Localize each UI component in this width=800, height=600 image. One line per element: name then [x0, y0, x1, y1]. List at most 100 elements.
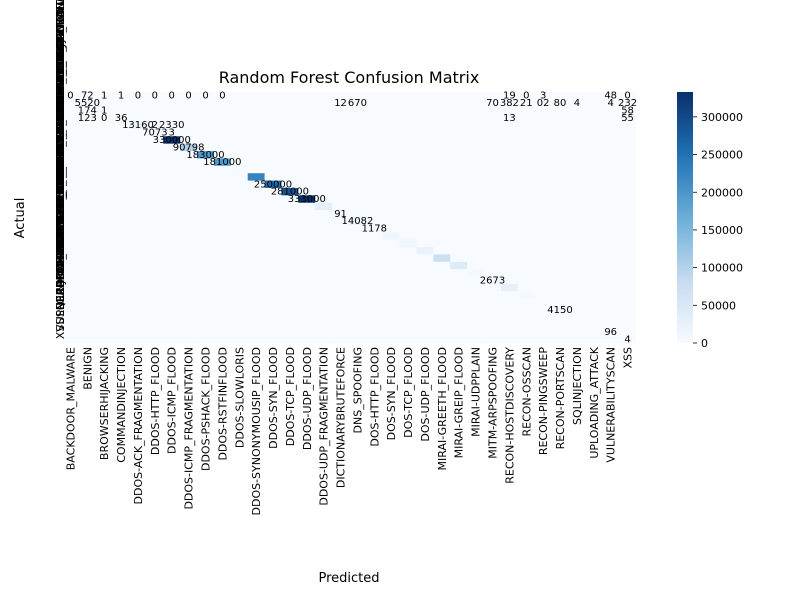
- heatmap-cell: [129, 106, 147, 115]
- heatmap-cell: [78, 180, 97, 189]
- heatmap-cell: [382, 335, 400, 344]
- heatmap-cell: [298, 313, 316, 322]
- heatmap-cell: [298, 158, 316, 167]
- heatmap-cell: [197, 313, 215, 322]
- heatmap-cell: [163, 224, 181, 233]
- heatmap-cell: [129, 121, 147, 130]
- y-tick-label: COMMANDINJECTION: [54, 2, 67, 118]
- heatmap-cell: [450, 291, 468, 299]
- heatmap-cell: [551, 187, 569, 196]
- heatmap-cell: [180, 335, 198, 344]
- heatmap-cell: [62, 291, 80, 299]
- heatmap-cell: [264, 202, 282, 211]
- x-tick-label: DDOS-SYN_FLOOD: [267, 347, 280, 449]
- heatmap-cell: [484, 114, 502, 122]
- heatmap-cell: [78, 298, 97, 307]
- heatmap-cell: [332, 195, 350, 204]
- heatmap-cell: [551, 224, 569, 233]
- heatmap-cell: [467, 328, 485, 336]
- heatmap-cell: [619, 151, 637, 159]
- heatmap-cell: [298, 128, 316, 137]
- heatmap-cell: [281, 106, 299, 115]
- heatmap-cell: [534, 128, 552, 137]
- heatmap-cell: [484, 335, 502, 344]
- heatmap-cell: [213, 136, 232, 144]
- heatmap-cell: [95, 276, 113, 285]
- heatmap-cell: [585, 143, 603, 152]
- heatmap-cell: [247, 276, 265, 285]
- y-tick-label: DOS-HTTP_FLOOD: [54, 129, 67, 229]
- heatmap-cell: [349, 99, 367, 108]
- heatmap-cell: [230, 195, 248, 204]
- heatmap-cell: [365, 210, 384, 218]
- heatmap-cell: [433, 261, 451, 270]
- heatmap-cell: [332, 320, 350, 329]
- y-tick-label: DNS_SPOOFING: [54, 135, 67, 221]
- heatmap-cell: [416, 247, 434, 255]
- heatmap-cell: [247, 165, 265, 174]
- heatmap-cell: [315, 165, 333, 174]
- heatmap-cell: [315, 217, 333, 226]
- cell-annotation: 0: [219, 91, 225, 102]
- heatmap-cell: [197, 261, 215, 270]
- heatmap-cell: [78, 106, 97, 115]
- heatmap-cell: [112, 276, 130, 285]
- heatmap-cell: [500, 143, 519, 152]
- heatmap-cell: [602, 217, 620, 226]
- heatmap-cell: [365, 180, 384, 189]
- heatmap-cell: [534, 165, 552, 174]
- heatmap-cell: [281, 92, 299, 100]
- heatmap-cell: [230, 187, 248, 196]
- y-tick-label: VULNERABILITYSCAN: [54, 216, 67, 332]
- heatmap-cell: [230, 151, 248, 159]
- heatmap-cell: [500, 313, 519, 322]
- heatmap-cell: [78, 92, 97, 100]
- heatmap-cell: [315, 128, 333, 137]
- heatmap-cell: [281, 210, 299, 218]
- heatmap-cell: [197, 165, 215, 174]
- heatmap-cell: [78, 128, 97, 137]
- heatmap-cell: [467, 180, 485, 189]
- heatmap-cell: [416, 187, 434, 196]
- heatmap-cell: [602, 210, 620, 218]
- heatmap-cell: [484, 291, 502, 299]
- heatmap-cell: [450, 195, 468, 204]
- heatmap-cell: [484, 173, 502, 181]
- heatmap-cell: [247, 298, 265, 307]
- heatmap-cell: [365, 92, 384, 100]
- heatmap-cell: [450, 269, 468, 277]
- heatmap-cell: [129, 173, 147, 181]
- heatmap-cell: [197, 114, 215, 122]
- heatmap-cell: [298, 269, 316, 277]
- heatmap-cell: [163, 136, 181, 144]
- heatmap-cell: [349, 195, 367, 204]
- heatmap-cell: [365, 202, 384, 211]
- heatmap-cell: [298, 247, 316, 255]
- heatmap-cell: [180, 210, 198, 218]
- heatmap-cell: [332, 99, 350, 108]
- heatmap-cell: [602, 276, 620, 285]
- x-tick-label: MIRAI-GREIP_FLOOD: [453, 347, 466, 458]
- heatmap-cell: [281, 247, 299, 255]
- heatmap-cell: [298, 210, 316, 218]
- heatmap-cell: [112, 335, 130, 344]
- heatmap-cell: [534, 143, 552, 152]
- heatmap-cell: [382, 106, 400, 115]
- heatmap-cell: [585, 173, 603, 181]
- heatmap-cell: [484, 121, 502, 130]
- heatmap-cell: [95, 335, 113, 344]
- heatmap-cell: [180, 92, 198, 100]
- heatmap-cell: [213, 232, 232, 240]
- y-tick-label: MIRAI-GREIP_FLOOD: [54, 154, 67, 265]
- heatmap-cell: [247, 239, 265, 248]
- y-tick-label: DDOS-RSTFINFLOOD: [54, 49, 67, 163]
- heatmap-cell: [517, 210, 535, 218]
- heatmap-cell: [247, 328, 265, 336]
- heatmap-cell: [349, 313, 367, 322]
- heatmap-cell: [315, 114, 333, 122]
- heatmap-cell: [416, 283, 434, 292]
- heatmap-cell: [332, 283, 350, 292]
- heatmap-cell: [332, 269, 350, 277]
- heatmap-cell: [146, 269, 164, 277]
- heatmap-cell: [568, 291, 586, 299]
